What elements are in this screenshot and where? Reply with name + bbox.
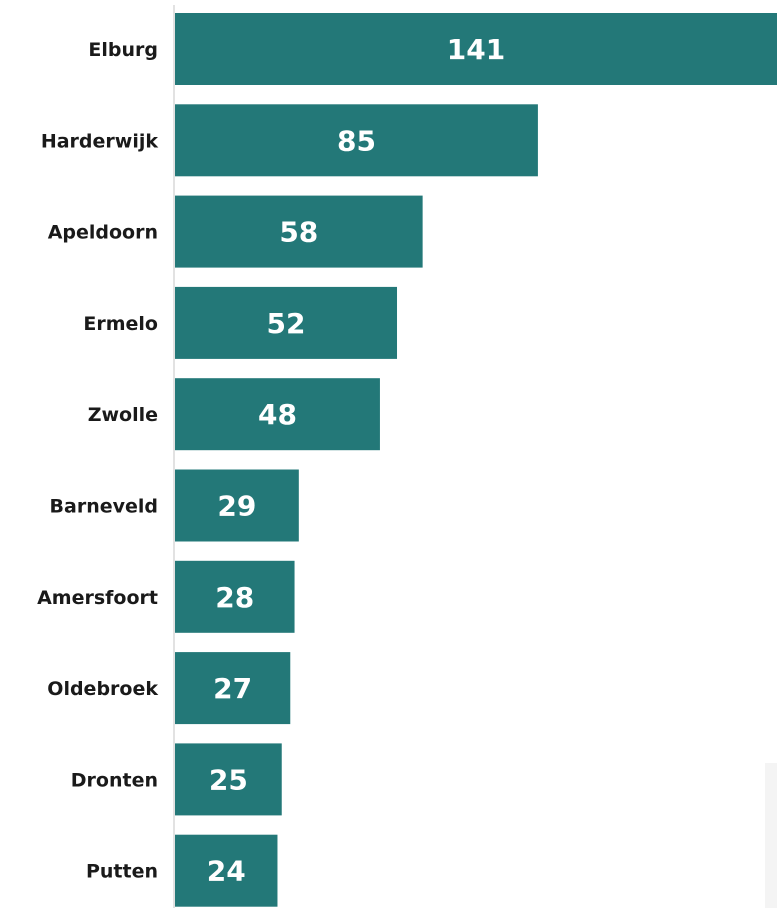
value-label-harderwijk: 85: [337, 124, 376, 157]
category-label-oldebroek: Oldebroek: [47, 678, 158, 700]
bar-barneveld: [175, 469, 299, 542]
category-label-barneveld: Barneveld: [50, 496, 158, 518]
category-label-zwolle: Zwolle: [88, 404, 158, 426]
bar-ermelo: [175, 286, 398, 359]
category-label-elburg: Elburg: [88, 39, 158, 61]
value-label-zwolle: 48: [258, 398, 297, 431]
category-label-apeldoorn: Apeldoorn: [48, 222, 158, 244]
bar-zwolle: [175, 378, 380, 451]
value-label-putten: 24: [207, 855, 246, 888]
bar-elburg: [175, 13, 777, 85]
bar-apeldoorn: [175, 195, 423, 268]
category-label-amersfoort: Amersfoort: [37, 587, 158, 609]
bars-layer: [175, 13, 777, 907]
value-label-amersfoort: 28: [215, 581, 254, 614]
value-labels-layer: 141 85 58 52 48 29 28 27 25 24: [207, 33, 505, 888]
bar-amersfoort: [175, 560, 295, 633]
category-label-putten: Putten: [86, 861, 158, 883]
bar-dronten: [175, 743, 282, 816]
category-label-dronten: Dronten: [71, 769, 158, 791]
value-label-dronten: 25: [209, 763, 248, 796]
bar-oldebroek: [175, 652, 291, 725]
value-label-elburg: 141: [447, 33, 505, 66]
corner-panel: [765, 763, 777, 908]
category-label-harderwijk: Harderwijk: [41, 130, 159, 152]
value-label-barneveld: 29: [217, 490, 256, 523]
bar-putten: [175, 834, 278, 907]
category-label-ermelo: Ermelo: [83, 313, 158, 335]
value-label-ermelo: 52: [267, 307, 306, 340]
value-label-apeldoorn: 58: [279, 216, 318, 249]
category-labels-layer: Elburg Harderwijk Apeldoorn Ermelo Zwolle Bar…: [37, 39, 158, 883]
value-label-oldebroek: 27: [213, 672, 252, 705]
bar-harderwijk: [175, 104, 538, 177]
